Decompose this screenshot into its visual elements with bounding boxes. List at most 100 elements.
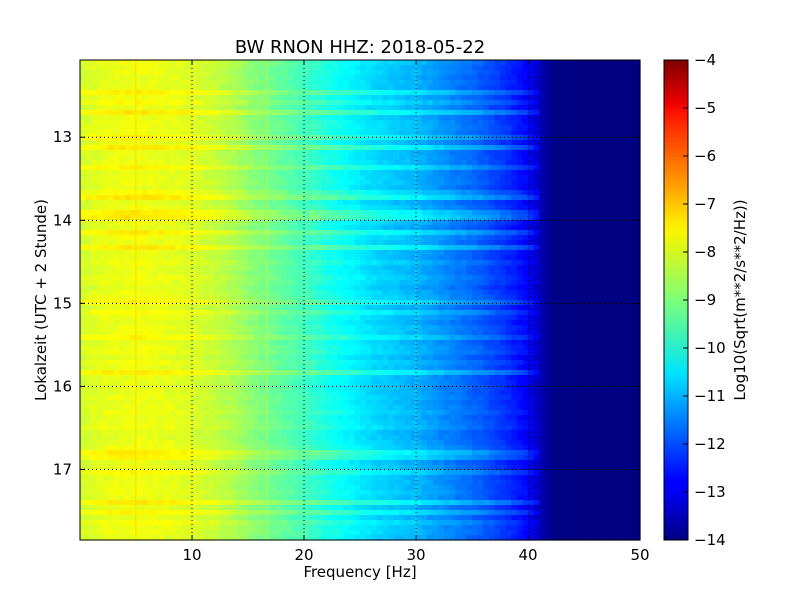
heatmap-cell: [516, 215, 523, 221]
heatmap-cell: [287, 175, 294, 181]
heatmap-cell: [130, 70, 137, 76]
heatmap-cell: [276, 265, 283, 271]
heatmap-cell: [617, 220, 624, 226]
heatmap-cell: [567, 180, 574, 186]
heatmap-cell: [410, 115, 417, 121]
heatmap-cell: [332, 100, 339, 106]
heatmap-cell: [623, 200, 630, 206]
heatmap-cell: [124, 105, 131, 111]
heatmap-cell: [175, 230, 182, 236]
heatmap-cell: [164, 240, 171, 246]
heatmap-cell: [360, 280, 367, 286]
heatmap-cell: [309, 280, 316, 286]
heatmap-cell: [505, 90, 512, 96]
heatmap-cell: [80, 300, 87, 306]
heatmap-cell: [354, 165, 361, 171]
heatmap-cell: [186, 305, 193, 311]
heatmap-cell: [567, 140, 574, 146]
heatmap-cell: [516, 65, 523, 71]
heatmap-cell: [449, 150, 456, 156]
heatmap-cell: [192, 135, 199, 141]
heatmap-cell: [567, 145, 574, 151]
heatmap-cell: [393, 160, 400, 166]
heatmap-cell: [371, 230, 378, 236]
heatmap-cell: [348, 230, 355, 236]
heatmap-cell: [281, 305, 288, 311]
heatmap-cell: [287, 70, 294, 76]
heatmap-cell: [136, 255, 143, 261]
heatmap-cell: [152, 100, 159, 106]
heatmap-cell: [158, 280, 165, 286]
heatmap-cell: [108, 250, 115, 256]
heatmap-cell: [500, 235, 507, 241]
heatmap-cell: [460, 100, 467, 106]
heatmap-cell: [197, 145, 204, 151]
heatmap-cell: [438, 80, 445, 86]
heatmap-cell: [399, 200, 406, 206]
heatmap-cell: [309, 305, 316, 311]
heatmap-cell: [130, 130, 137, 136]
heatmap-cell: [102, 190, 109, 196]
heatmap-cell: [164, 245, 171, 251]
heatmap-cell: [612, 305, 619, 311]
heatmap-cell: [466, 275, 473, 281]
heatmap-cell: [208, 190, 215, 196]
heatmap-cell: [309, 105, 316, 111]
heatmap-cell: [595, 120, 602, 126]
heatmap-cell: [578, 290, 585, 296]
heatmap-cell: [382, 245, 389, 251]
heatmap-cell: [197, 280, 204, 286]
heatmap-cell: [416, 245, 423, 251]
heatmap-cell: [264, 150, 271, 156]
heatmap-cell: [584, 85, 591, 91]
heatmap-cell: [612, 180, 619, 186]
heatmap-cell: [432, 255, 439, 261]
heatmap-cell: [180, 120, 187, 126]
heatmap-cell: [371, 180, 378, 186]
heatmap-cell: [354, 270, 361, 276]
heatmap-cell: [634, 145, 641, 151]
heatmap-cell: [108, 120, 115, 126]
heatmap-cell: [572, 125, 579, 131]
heatmap-cell: [136, 170, 143, 176]
heatmap-cell: [432, 90, 439, 96]
heatmap-cell: [225, 75, 232, 81]
heatmap-cell: [505, 220, 512, 226]
heatmap-cell: [595, 130, 602, 136]
heatmap-cell: [348, 140, 355, 146]
heatmap-cell: [186, 255, 193, 261]
heatmap-cell: [589, 185, 596, 191]
heatmap-cell: [276, 100, 283, 106]
heatmap-cell: [175, 110, 182, 116]
heatmap-cell: [320, 145, 327, 151]
heatmap-cell: [337, 210, 344, 216]
heatmap-cell: [304, 180, 311, 186]
heatmap-cell: [477, 240, 484, 246]
heatmap-cell: [309, 175, 316, 181]
heatmap-cell: [287, 285, 294, 291]
heatmap-cell: [354, 170, 361, 176]
heatmap-cell: [203, 255, 210, 261]
heatmap-cell: [192, 125, 199, 131]
heatmap-cell: [96, 295, 103, 301]
heatmap-cell: [544, 160, 551, 166]
heatmap-cell: [500, 90, 507, 96]
heatmap-cell: [432, 115, 439, 121]
heatmap-cell: [399, 140, 406, 146]
heatmap-cell: [360, 190, 367, 196]
heatmap-cell: [483, 175, 490, 181]
heatmap-cell: [505, 75, 512, 81]
heatmap-cell: [248, 75, 255, 81]
heatmap-cell: [567, 240, 574, 246]
heatmap-cell: [276, 155, 283, 161]
heatmap-cell: [567, 65, 574, 71]
heatmap-cell: [259, 175, 266, 181]
heatmap-cell: [421, 305, 428, 311]
heatmap-cell: [567, 185, 574, 191]
heatmap-cell: [192, 290, 199, 296]
heatmap-cell: [248, 200, 255, 206]
heatmap-cell: [259, 100, 266, 106]
heatmap-cell: [320, 275, 327, 281]
heatmap-cell: [572, 110, 579, 116]
heatmap-cell: [180, 155, 187, 161]
